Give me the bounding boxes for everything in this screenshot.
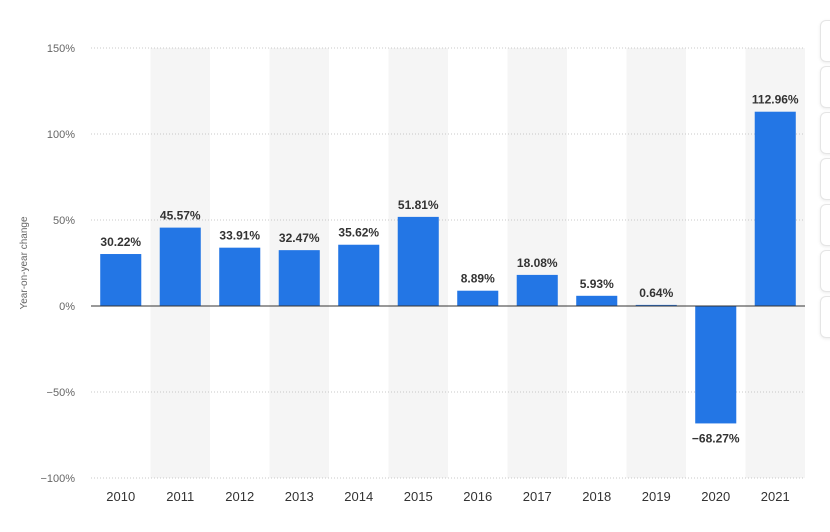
side-panel-tab[interactable]: [820, 66, 830, 108]
bar[interactable]: [695, 306, 737, 424]
bar[interactable]: [338, 244, 380, 306]
bar[interactable]: [100, 254, 142, 306]
x-tick-label: 2018: [582, 489, 611, 504]
x-tick-label: 2013: [285, 489, 314, 504]
side-panel-tab[interactable]: [820, 112, 830, 154]
y-tick-label: 150%: [47, 43, 75, 55]
gridlines: [91, 47, 805, 479]
y-tick-labels: 150% 100% 50% 0% −50% −100%: [40, 43, 75, 485]
x-tick-label: 2014: [344, 489, 373, 504]
x-tick-label: 2019: [642, 489, 671, 504]
data-label: −68.27%: [692, 431, 740, 445]
x-tick-label: 2017: [523, 489, 552, 504]
bar[interactable]: [576, 295, 618, 306]
x-tick-labels: 2010 2011 2012 2013 2014 2015 2016 2017 2018 2019…: [106, 489, 789, 504]
y-tick-label: 50%: [53, 215, 75, 227]
bar[interactable]: [635, 304, 677, 306]
data-label: 5.93%: [580, 277, 614, 291]
data-label: 8.89%: [461, 272, 495, 286]
side-panel-tab[interactable]: [820, 204, 830, 246]
bars: [100, 111, 796, 424]
data-label: 51.81%: [398, 198, 439, 212]
data-label: 30.22%: [100, 235, 141, 249]
x-tick-label: 2020: [701, 489, 730, 504]
data-label: 32.47%: [279, 231, 320, 245]
bar[interactable]: [516, 274, 558, 306]
data-label: 35.62%: [338, 226, 379, 240]
data-labels: 30.22% 45.57% 33.91% 32.47% 35.62% 51.81% 8.89…: [100, 93, 799, 446]
side-panel-tab[interactable]: [820, 158, 830, 200]
bar[interactable]: [159, 227, 201, 306]
side-panel-tab[interactable]: [820, 296, 830, 338]
x-tick-label: 2021: [761, 489, 790, 504]
y-axis-title: Year-on-year change: [19, 216, 30, 309]
y-tick-label: −100%: [40, 473, 75, 485]
bar[interactable]: [397, 216, 439, 306]
data-label: 45.57%: [160, 209, 201, 223]
bar[interactable]: [457, 290, 499, 306]
data-label: 18.08%: [517, 256, 558, 270]
side-panel-tab[interactable]: [820, 250, 830, 292]
y-tick-label: 100%: [47, 129, 75, 141]
side-panel-tab[interactable]: [820, 20, 830, 62]
data-label: 112.96%: [752, 93, 799, 107]
data-label: 0.64%: [639, 286, 673, 300]
x-tick-label: 2015: [404, 489, 433, 504]
data-label: 33.91%: [219, 229, 260, 243]
y-tick-label: −50%: [47, 387, 76, 399]
x-tick-label: 2010: [106, 489, 135, 504]
y-tick-label: 0%: [59, 301, 75, 313]
bar[interactable]: [754, 111, 796, 306]
background-band: [626, 48, 686, 478]
x-tick-label: 2016: [463, 489, 492, 504]
background-band: [507, 48, 567, 478]
x-tick-label: 2011: [166, 489, 194, 504]
x-tick-label: 2012: [225, 489, 254, 504]
bar[interactable]: [219, 247, 261, 306]
bar[interactable]: [278, 250, 320, 306]
